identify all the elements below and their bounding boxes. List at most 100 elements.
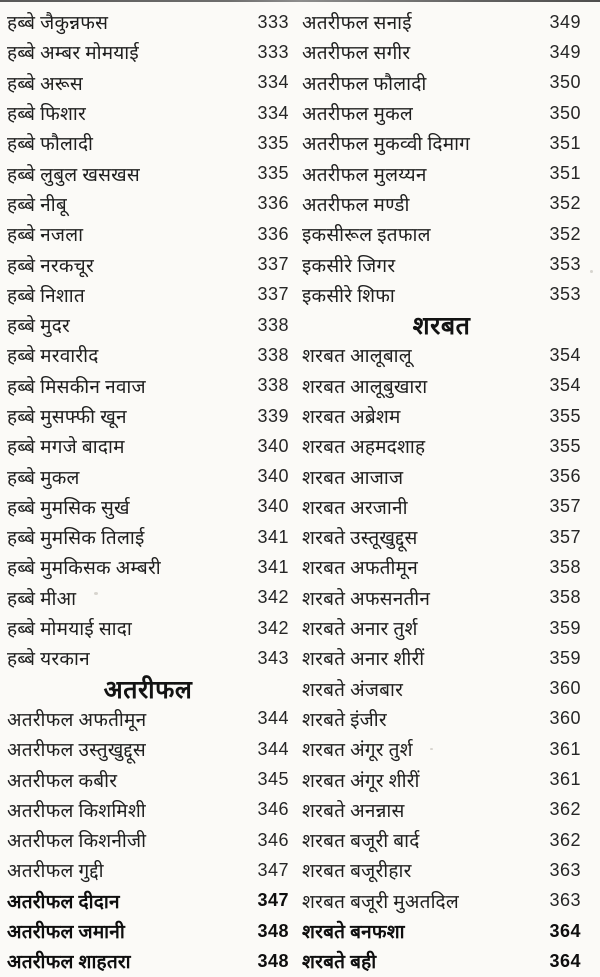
toc-entry: शरबते इंजीर 360	[302, 704, 581, 734]
toc-entry: हब्बे मगजे बादाम 340	[7, 431, 289, 461]
section-heading-text: शरबत	[412, 313, 471, 341]
entry-page-number: 337	[257, 254, 289, 275]
toc-entry: शरबत बजूरी बार्द 362	[302, 825, 581, 855]
entry-title: शरबत बजूरी मुअतदिल	[302, 891, 459, 913]
entry-title: अतरीफल जमानी	[7, 922, 125, 944]
entry-page-number: 352	[549, 223, 581, 244]
toc-entry: हब्बे मीआ 342	[7, 583, 289, 613]
toc-entry: शरबते अनन्नास 362	[302, 795, 581, 825]
entry-title: हब्बे मरवारीद	[7, 346, 99, 368]
entry-page-number: 357	[549, 496, 581, 517]
entry-title: हब्बे निशात	[7, 285, 85, 307]
scan-speck	[590, 270, 593, 273]
toc-entry: अतरीफल शाहतरा 348	[7, 946, 289, 976]
toc-entry: हब्बे फिशार 334	[7, 98, 289, 128]
entry-title: हब्बे मुमकिसक अम्बरी	[7, 558, 161, 580]
entry-page-number: 336	[257, 193, 289, 214]
entry-page-number: 360	[549, 678, 581, 699]
entry-page-number: 351	[549, 132, 581, 153]
toc-entry: शरबत अब्रेशम 355	[302, 401, 581, 431]
entry-title: हब्बे फिशार	[7, 104, 86, 126]
index-column-right: अतरीफल सनाई 349 अतरीफल सगीर 349 अतरीफल फौलाद…	[302, 7, 581, 977]
entry-page-number: 359	[549, 617, 581, 638]
entry-title: हब्बे नरकचूर	[7, 255, 94, 277]
entry-page-number: 361	[549, 769, 581, 790]
toc-entry: अतरीफल सगीर 349	[302, 37, 581, 67]
toc-entry: शरबते बही 364	[302, 946, 581, 976]
entry-title: शरबत अहमदशाह	[302, 437, 426, 459]
toc-entry: हब्बे नरकचूर 337	[7, 249, 289, 279]
entry-title: अतरीफल अफतीमून	[7, 709, 147, 731]
toc-entry: हब्बे निशात 337	[7, 280, 289, 310]
scan-edge-artifact	[0, 0, 600, 2]
toc-entry: शरबत बजूरीहार 363	[302, 855, 581, 885]
entry-title: शरबते बही	[302, 952, 377, 974]
entry-title: अतरीफल मुलय्यन	[302, 164, 427, 186]
entry-title: हब्बे नीबू	[7, 194, 67, 216]
toc-entry: अतरीफल उस्तुखुद्दूस 344	[7, 734, 289, 764]
toc-entry: अतरीफल अफतीमून 344	[7, 704, 289, 734]
section-heading: शरबत	[302, 310, 581, 340]
toc-entry: अतरीफल मुलय्यन 351	[302, 158, 581, 188]
entry-title: हब्बे मगजे बादाम	[7, 437, 125, 459]
entry-title: हब्बे नजला	[7, 225, 84, 247]
entry-page-number: 341	[257, 526, 289, 547]
entry-title: शरबत अंगूर तुर्श	[302, 740, 413, 762]
entry-page-number: 340	[257, 496, 289, 517]
entry-title: इकसीरे शिफा	[302, 285, 396, 307]
toc-entry: अतरीफल कबीर 345	[7, 764, 289, 794]
entry-title: अतरीफल मुकव्वी दिमाग	[302, 134, 471, 156]
toc-entry: इकसीरे शिफा 353	[302, 280, 581, 310]
entry-title: शरबते अंजबार	[302, 679, 404, 701]
entry-page-number: 335	[257, 132, 289, 153]
entry-title: हब्बे मिसकीन नवाज	[7, 376, 146, 398]
entry-title: शरबते इंजीर	[302, 709, 387, 731]
entry-title: हब्बे मुमसिक तिलाई	[7, 528, 145, 550]
toc-entry: अतरीफल किशमिशी 346	[7, 795, 289, 825]
entry-page-number: 354	[549, 375, 581, 396]
entry-title: हब्बे मोमयाई सादा	[7, 619, 133, 641]
entry-page-number: 364	[549, 950, 581, 971]
toc-entry: हब्बे मुमसिक तिलाई 341	[7, 522, 289, 552]
entry-page-number: 363	[549, 859, 581, 880]
entry-page-number: 339	[257, 405, 289, 426]
entry-title: हब्बे मुकल	[7, 467, 80, 489]
entry-page-number: 346	[257, 829, 289, 850]
entry-title: शरबत आलूबालू	[302, 346, 412, 368]
entry-title: शरबते अनार तुर्श	[302, 619, 418, 641]
toc-entry: हब्बे फौलादी 335	[7, 128, 289, 158]
entry-page-number: 354	[549, 344, 581, 365]
toc-entry: हब्बे नीबू 336	[7, 189, 289, 219]
toc-entry: अतरीफल किशनीजी 346	[7, 825, 289, 855]
entry-title: अतरीफल मुकल	[302, 104, 413, 126]
entry-page-number: 336	[257, 223, 289, 244]
toc-entry: शरबते उस्तूखुद्दूस 357	[302, 522, 581, 552]
entry-page-number: 335	[257, 163, 289, 184]
entry-page-number: 338	[257, 314, 289, 335]
entry-title: इकसीरे जिगर	[302, 255, 396, 277]
entry-page-number: 360	[549, 708, 581, 729]
toc-entry: शरबत बजूरी मुअतदिल 363	[302, 886, 581, 916]
entry-title: शरबते उस्तूखुद्दूस	[302, 528, 418, 550]
entry-title: हब्बे मीआ	[7, 588, 77, 610]
entry-title: अतरीफल फौलादी	[302, 73, 427, 95]
entry-page-number: 340	[257, 435, 289, 456]
section-heading: अतरीफल	[7, 674, 289, 704]
entry-page-number: 349	[549, 11, 581, 32]
entry-page-number: 359	[549, 647, 581, 668]
toc-entry: हब्बे मुमसिक सुर्ख 340	[7, 492, 289, 522]
entry-title: अतरीफल किशमिशी	[7, 800, 146, 822]
toc-entry: अतरीफल मुकव्वी दिमाग 351	[302, 128, 581, 158]
entry-title: शरबत आलूबुखारा	[302, 376, 428, 398]
toc-entry: अतरीफल सनाई 349	[302, 7, 581, 37]
entry-page-number: 342	[257, 617, 289, 638]
toc-entry: इकसीरूल इतफाल 352	[302, 219, 581, 249]
entry-title: अतरीफल सनाई	[302, 13, 412, 35]
toc-entry: हब्बे मोमयाई सादा 342	[7, 613, 289, 643]
entry-title: शरबत बजूरीहार	[302, 861, 412, 883]
entry-title: शरबत अफतीमून	[302, 558, 418, 580]
entry-page-number: 353	[549, 254, 581, 275]
entry-page-number: 338	[257, 375, 289, 396]
entry-title: अतरीफल शाहतरा	[7, 952, 131, 974]
